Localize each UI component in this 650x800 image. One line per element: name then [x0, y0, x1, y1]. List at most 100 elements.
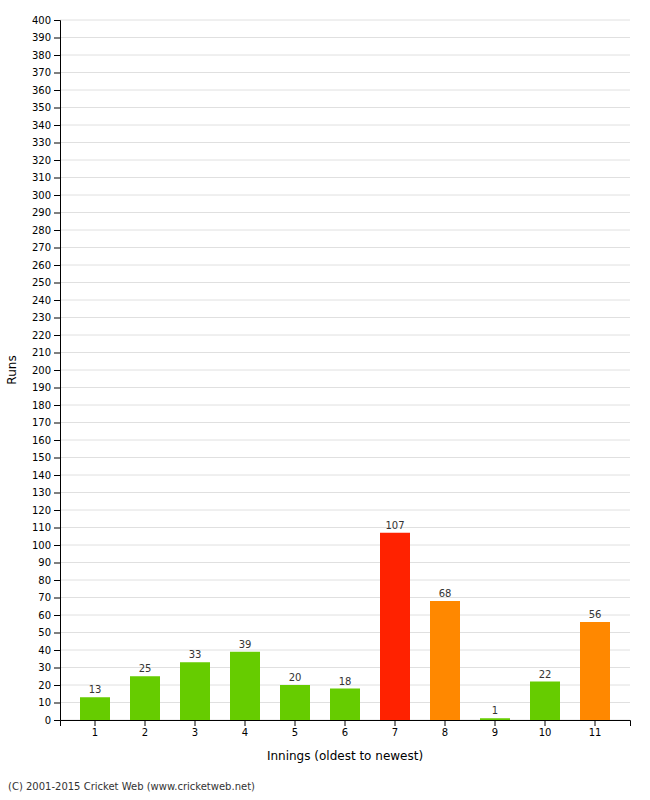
- data-label: 18: [339, 676, 352, 687]
- grid-line: [60, 37, 630, 38]
- grid-line: [60, 405, 630, 406]
- grid-line: [60, 440, 630, 441]
- y-tick: 290: [32, 207, 60, 218]
- x-tick-label: 7: [392, 727, 398, 738]
- y-tick-label: 250: [32, 277, 51, 288]
- grid-line: [60, 370, 630, 371]
- grid-line: [60, 615, 630, 616]
- y-tick: 80: [38, 575, 60, 586]
- y-tick: 340: [32, 120, 60, 131]
- y-tick: 90: [38, 557, 60, 568]
- y-tick-label: 80: [38, 575, 51, 586]
- grid-line: [60, 300, 630, 301]
- y-tick: 140: [32, 470, 60, 481]
- chart: 0102030405060708090100110120130140150160…: [0, 0, 650, 800]
- y-tick-label: 90: [38, 557, 51, 568]
- y-tick: 210: [32, 347, 60, 358]
- y-tick-label: 140: [32, 470, 51, 481]
- bar: [330, 689, 360, 721]
- x-tick-mark: [195, 720, 196, 726]
- x-tick: 8: [442, 720, 448, 738]
- data-label: 13: [89, 684, 102, 695]
- grid-line: [60, 72, 630, 73]
- grid-line: [60, 247, 630, 248]
- data-label: 33: [189, 649, 202, 660]
- grid-line: [60, 317, 630, 318]
- x-tick-label: 2: [142, 727, 148, 738]
- grid-line: [60, 335, 630, 336]
- y-tick: 220: [32, 330, 60, 341]
- y-tick-label: 260: [32, 260, 51, 271]
- y-tick-mark: [54, 370, 60, 371]
- y-tick-mark: [54, 528, 60, 529]
- y-tick-mark: [54, 20, 60, 21]
- y-tick-label: 330: [32, 137, 51, 148]
- grid-line: [60, 562, 630, 563]
- y-tick-mark: [54, 143, 60, 144]
- y-tick-label: 40: [38, 645, 51, 656]
- y-tick-label: 70: [38, 592, 51, 603]
- x-tick: 3: [192, 720, 198, 738]
- y-tick-mark: [54, 633, 60, 634]
- data-label: 22: [539, 669, 552, 680]
- grid-line: [60, 160, 630, 161]
- y-tick-mark: [54, 248, 60, 249]
- y-tick-label: 360: [32, 85, 51, 96]
- y-tick-mark: [54, 125, 60, 126]
- x-tick: 11: [589, 720, 602, 738]
- y-tick: 190: [32, 382, 60, 393]
- y-tick-mark: [54, 458, 60, 459]
- y-tick-label: 230: [32, 312, 51, 323]
- y-tick-mark: [54, 108, 60, 109]
- grid-line: [60, 632, 630, 633]
- x-tick-mark: [395, 720, 396, 726]
- x-axis: 1234567891011: [61, 720, 631, 738]
- y-tick-mark: [54, 423, 60, 424]
- y-tick: 270: [32, 242, 60, 253]
- x-tick: 5: [292, 720, 298, 738]
- y-tick-mark: [54, 650, 60, 651]
- y-tick: 400: [32, 15, 60, 26]
- y-tick: 280: [32, 225, 60, 236]
- y-tick-label: 390: [32, 32, 51, 43]
- y-tick-mark: [54, 598, 60, 599]
- grid-line: [60, 55, 630, 56]
- data-label: 1: [492, 705, 498, 716]
- y-tick: 70: [38, 592, 60, 603]
- grid-line: [60, 352, 630, 353]
- x-tick-mark: [445, 720, 446, 726]
- x-tick-mark: [95, 720, 96, 726]
- bars: [80, 533, 610, 720]
- y-tick: 10: [38, 697, 60, 708]
- y-tick: 390: [32, 32, 60, 43]
- grid-line: [60, 597, 630, 598]
- y-tick-label: 190: [32, 382, 51, 393]
- x-tick: 2: [142, 720, 148, 738]
- x-axis-title: Innings (oldest to newest): [267, 749, 423, 763]
- y-tick-mark: [54, 90, 60, 91]
- y-tick: 160: [32, 435, 60, 446]
- grid-line: [60, 212, 630, 213]
- bar: [380, 533, 410, 720]
- x-tick-label: 11: [589, 727, 602, 738]
- y-tick: 350: [32, 102, 60, 113]
- bar: [80, 697, 110, 720]
- y-tick-mark: [54, 440, 60, 441]
- bar: [280, 685, 310, 720]
- y-tick-mark: [54, 335, 60, 336]
- x-tick-mark: [595, 720, 596, 726]
- y-tick-label: 30: [38, 662, 51, 673]
- grid-line: [60, 125, 630, 126]
- y-tick-mark: [54, 475, 60, 476]
- y-tick-mark: [54, 615, 60, 616]
- grid-line: [60, 580, 630, 581]
- y-tick: 240: [32, 295, 60, 306]
- y-tick-mark: [54, 230, 60, 231]
- y-tick-mark: [54, 685, 60, 686]
- y-tick-mark: [54, 668, 60, 669]
- x-axis-line: [61, 721, 631, 727]
- x-tick-mark: [145, 720, 146, 726]
- y-tick-mark: [54, 493, 60, 494]
- y-tick-mark: [54, 353, 60, 354]
- data-label: 20: [289, 672, 302, 683]
